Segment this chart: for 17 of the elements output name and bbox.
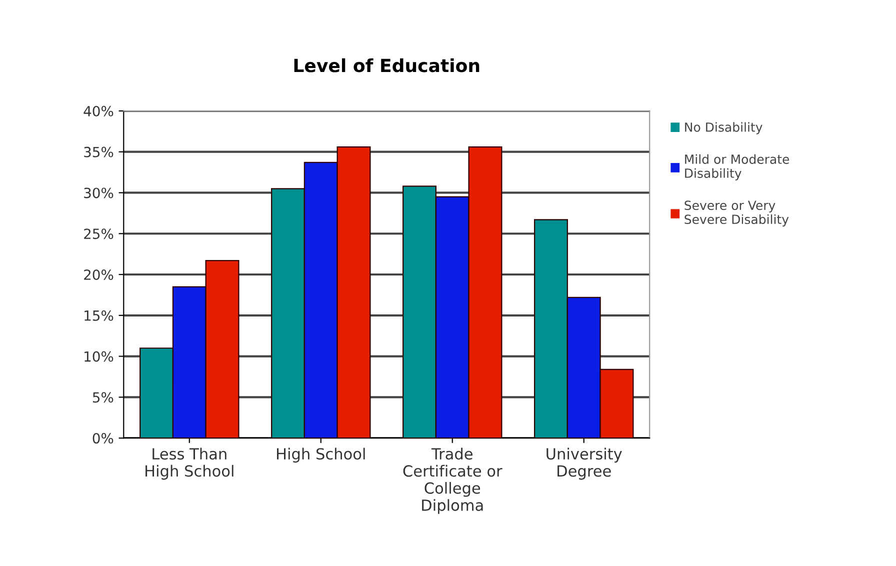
y-tick-label: 0% <box>92 433 114 444</box>
legend-label: Severe or Very Severe Disability <box>684 200 789 226</box>
x-tick-label: University Degree <box>546 448 622 480</box>
y-tick-label: 10% <box>84 351 114 362</box>
y-tick-label: 15% <box>84 310 114 321</box>
x-tick-label: High School <box>277 448 365 463</box>
x-tick-label: Less Than High School <box>146 448 234 480</box>
y-tick-label: 35% <box>84 146 114 158</box>
legend-label: Mild or Moderate Disability <box>685 154 790 180</box>
chart-title: Level of Education <box>294 58 480 72</box>
y-tick-label: 40% <box>84 106 114 116</box>
y-tick-label: 5% <box>92 392 114 403</box>
legend-label: No Disability <box>685 122 762 134</box>
y-tick-label: 20% <box>84 269 114 280</box>
y-tick-label: 25% <box>84 228 114 240</box>
y-tick-label: 30% <box>84 188 114 198</box>
x-tick-label: Trade Certificate or College Diploma <box>403 448 502 514</box>
